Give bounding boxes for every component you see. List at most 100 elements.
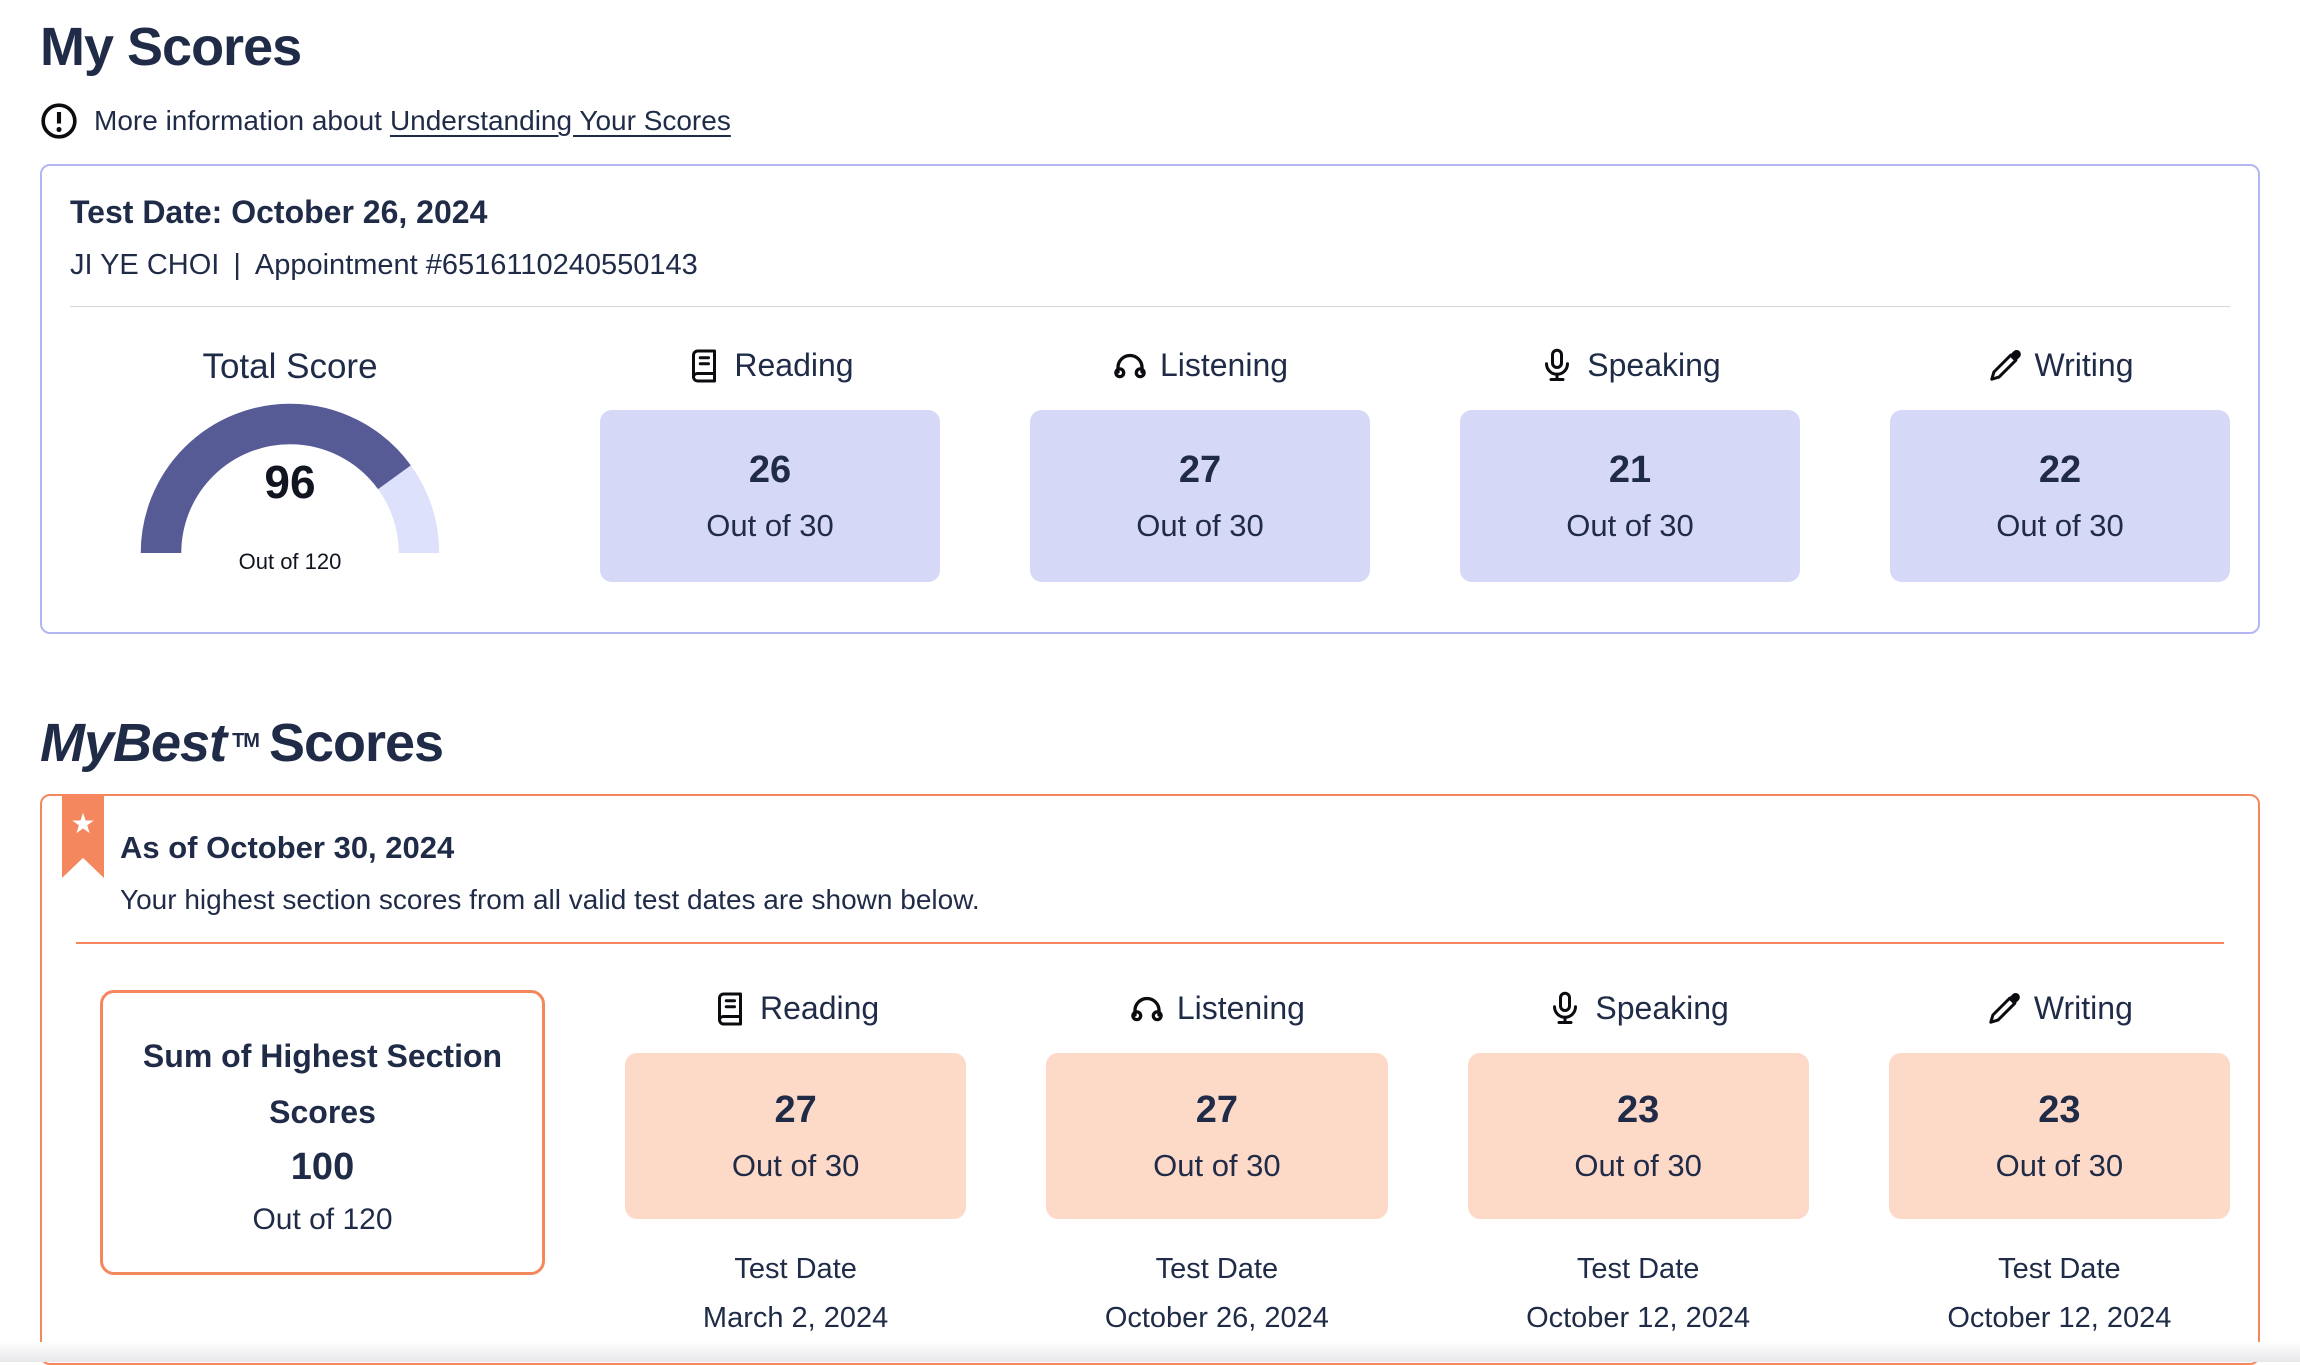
mybest-description: Your highest section scores from all val… [120, 884, 980, 915]
info-icon [40, 102, 78, 140]
total-score-value: 96 [264, 456, 316, 508]
mybest-listening-outof: Out of 30 [1153, 1147, 1281, 1183]
test-date-value: October 26, 2024 [1104, 1302, 1329, 1334]
mybest-listening-score-box: 27 Out of 30 [1046, 1053, 1388, 1219]
mybest-section-listening: Listening 27 Out of 30 Test Date October… [1046, 990, 1388, 1335]
section-listening: Listening 27 Out of 30 [1030, 347, 1370, 582]
pencil-icon [1986, 991, 2022, 1027]
listening-score: 27 [1178, 448, 1222, 491]
star-icon: ★ [70, 808, 96, 839]
test-date-value: October 12, 2024 [1526, 1302, 1751, 1334]
listening-header: Listening [1112, 347, 1288, 384]
listening-score-box: 27 Out of 30 [1030, 410, 1370, 582]
my-scores-row: Total Score 96 Out of 120 Reading [70, 347, 2230, 582]
test-date-value: October 12, 2024 [1947, 1302, 2172, 1334]
pencil-icon [1987, 348, 2023, 384]
mybest-scores-row: Sum of Highest Section Scores 100 Out of… [70, 990, 2230, 1335]
orange-divider [76, 942, 2224, 944]
speaking-header: Speaking [1547, 990, 1729, 1027]
mybest-brand: MyBest [40, 713, 227, 773]
section-label: Writing [2033, 990, 2133, 1026]
total-score-block: Total Score 96 Out of 120 [70, 347, 510, 574]
total-score-outof: Out of 120 [238, 549, 342, 574]
my-scores-card: Test Date: October 26, 2024 JI YE CHOI | A… [40, 164, 2260, 634]
reading-score-box: 26 Out of 30 [600, 410, 940, 582]
book-icon [686, 348, 722, 384]
page-title: My Scores [40, 17, 302, 77]
section-label: Writing [2034, 347, 2134, 383]
mybest-reading-score-box: 27 Out of 30 [625, 1053, 967, 1219]
mybest-speaking-score-box: 23 Out of 30 [1467, 1053, 1809, 1219]
mybest-writing-outof: Out of 30 [1995, 1147, 2124, 1183]
speaking-outof: Out of 30 [1566, 507, 1694, 543]
mybest-speaking-score: 23 [1616, 1088, 1660, 1131]
mybest-writing-score: 23 [2038, 1088, 2081, 1131]
reading-header: Reading [712, 990, 879, 1027]
test-date-value: March 2, 2024 [702, 1302, 889, 1334]
section-label: Speaking [1587, 347, 1721, 383]
book-icon [712, 991, 748, 1027]
speaking-header: Speaking [1539, 347, 1721, 384]
section-label: Listening [1176, 990, 1305, 1026]
writing-outof: Out of 30 [1996, 507, 2124, 543]
reading-outof: Out of 30 [706, 507, 834, 543]
writing-score: 22 [2038, 448, 2082, 491]
section-reading: Reading 26 Out of 30 [600, 347, 940, 582]
microphone-icon [1539, 348, 1575, 384]
reading-score: 26 [748, 448, 792, 491]
info-row: More information about Understanding You… [40, 102, 2260, 140]
total-score-gauge: 96 Out of 120 [140, 403, 440, 574]
mybest-reading-score: 27 [774, 1088, 817, 1131]
divider [70, 306, 2230, 307]
test-date-label: Test Date [1576, 1253, 1700, 1285]
mybest-title-suffix: Scores [268, 713, 444, 773]
section-label: Listening [1159, 347, 1289, 383]
mybest-section-reading: Reading 27 Out of 30 Test Date March 2, … [625, 990, 967, 1335]
understanding-scores-link[interactable]: Understanding Your Scores [389, 105, 731, 136]
mybest-title: MyBest TM Scores [40, 712, 2260, 774]
writing-header: Writing [1987, 347, 2134, 384]
candidate-name: JI YE CHOI [70, 249, 220, 281]
section-label: Reading [760, 990, 880, 1026]
section-speaking: Speaking 21 Out of 30 [1460, 347, 1800, 582]
reading-header: Reading [686, 347, 854, 384]
mybest-section-writing: Writing 23 Out of 30 Test Date October 1… [1888, 990, 2230, 1335]
mybest-writing-score-box: 23 Out of 30 [1888, 1053, 2230, 1219]
mybest-head: As of October 30, 2024 Your highest sect… [120, 796, 2230, 916]
microphone-icon [1547, 991, 1583, 1027]
bookmark-star-icon: ★ [62, 794, 104, 878]
separator: | [233, 249, 241, 281]
listening-header: Listening [1129, 990, 1305, 1027]
test-date-label: Test Date [1155, 1253, 1279, 1285]
writing-header: Writing [1986, 990, 2133, 1027]
mybest-card: ★ As of October 30, 2024 Your highest se… [40, 794, 2260, 1365]
mybest-reading-outof: Out of 30 [731, 1147, 860, 1183]
mybest-listening-score: 27 [1195, 1088, 1239, 1131]
headphones-icon [1129, 991, 1165, 1027]
sum-label: Sum of Highest Section Scores [142, 1038, 503, 1130]
mybest-section-speaking: Speaking 23 Out of 30 Test Date October … [1467, 990, 1809, 1335]
test-date-heading: Test Date: October 26, 2024 [70, 194, 488, 230]
test-date-label: Test Date [734, 1253, 857, 1285]
sum-outof: Out of 120 [252, 1203, 393, 1236]
total-score-gauge-fill [140, 403, 440, 553]
total-score-label: Total Score [202, 347, 378, 386]
section-label: Reading [734, 347, 854, 383]
sum-score: 100 [290, 1146, 355, 1188]
info-text: More information about [94, 105, 382, 136]
speaking-score: 21 [1608, 448, 1652, 491]
bottom-strip [0, 1342, 2300, 1362]
sum-highest-section-box: Sum of Highest Section Scores 100 Out of… [100, 990, 545, 1275]
speaking-score-box: 21 Out of 30 [1460, 410, 1800, 582]
section-writing: Writing 22 Out of 30 [1890, 347, 2230, 582]
test-date-label: Test Date [1998, 1253, 2121, 1285]
listening-outof: Out of 30 [1136, 507, 1264, 543]
headphones-icon [1112, 348, 1148, 384]
mybest-speaking-outof: Out of 30 [1574, 1147, 1702, 1183]
as-of-date: As of October 30, 2024 [120, 830, 455, 865]
writing-score-box: 22 Out of 30 [1890, 410, 2230, 582]
section-label: Speaking [1595, 990, 1729, 1026]
candidate-line: JI YE CHOI | Appointment #6516110240550143 [70, 249, 2230, 282]
trademark-symbol: TM [232, 730, 260, 752]
